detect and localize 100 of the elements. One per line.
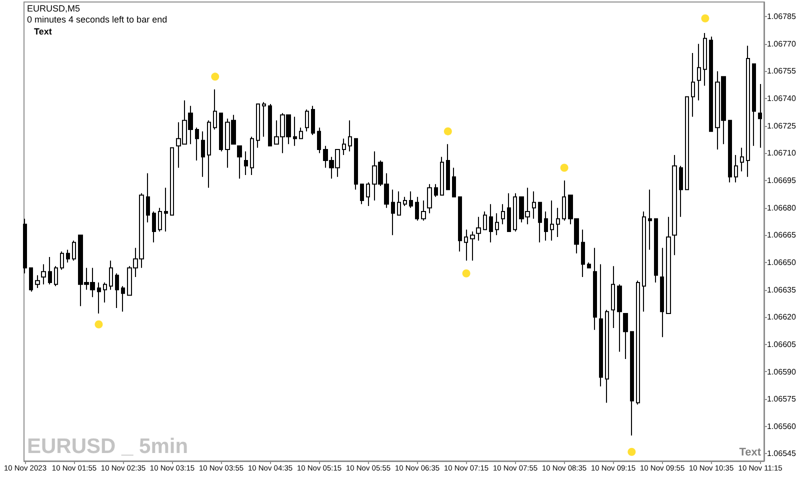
candlestick: [654, 218, 658, 283]
candlestick: [317, 127, 321, 154]
candlestick: [685, 96, 689, 190]
candlestick: [581, 229, 585, 278]
candlestick: [268, 104, 272, 146]
candlestick: [348, 120, 352, 152]
candlestick: [207, 120, 211, 188]
point: [628, 448, 636, 456]
candlestick: [538, 202, 542, 243]
candlestick: [630, 331, 634, 436]
candlestick: [752, 63, 756, 146]
candlestick: [672, 154, 677, 256]
candlestick: [115, 272, 119, 308]
y-tick-label: 1.06650: [767, 258, 796, 267]
candlestick: [507, 192, 511, 232]
candlestick: [342, 138, 346, 156]
y-tick-label: 1.06665: [767, 230, 796, 240]
candlestick: [513, 192, 517, 232]
candlestick: [740, 147, 744, 172]
point: [94, 320, 103, 328]
candlestick: [434, 184, 438, 198]
candlestick: [360, 184, 364, 205]
y-tick-label: 1.06695: [767, 176, 796, 185]
y-tick-label: 1.06740: [767, 94, 796, 104]
candlestick: [703, 32, 707, 86]
candlestick: [35, 274, 40, 288]
candlestick: [237, 145, 242, 180]
candlestick: [617, 284, 622, 352]
candlestick: [152, 210, 156, 243]
candlestick: [679, 165, 683, 218]
candlestick: [446, 144, 450, 190]
candlestick: [54, 266, 58, 287]
candlestick: [60, 251, 64, 270]
candlestick: [146, 172, 150, 223]
candlestick: [72, 240, 76, 262]
candlestick: [256, 104, 260, 148]
point: [560, 164, 568, 172]
y-tick-label: 1.06560: [767, 422, 796, 431]
candlestick: [642, 210, 646, 312]
annotation: Text: [34, 26, 52, 36]
candlestick: [23, 218, 27, 274]
annotation: Text: [739, 446, 762, 458]
y-tick-label: 1.06755: [767, 66, 796, 76]
candlestick: [691, 52, 695, 118]
candlestick: [452, 167, 456, 198]
y-tick-label: 1.06545: [767, 449, 796, 458]
candlestick: [476, 216, 481, 242]
candlestick: [599, 264, 603, 387]
candlestick: [495, 212, 499, 236]
candlestick: [464, 229, 468, 262]
candlestick: [195, 127, 199, 161]
candlestick: [97, 282, 101, 314]
candlestick: [611, 266, 615, 329]
candlestick: [734, 154, 738, 183]
candlestick: [623, 312, 628, 360]
candlestick: [66, 249, 70, 263]
candlestick: [403, 196, 407, 206]
candlestick: [121, 286, 125, 312]
candlestick: [29, 267, 33, 292]
candlestick: [666, 216, 671, 314]
candlestick: [470, 231, 475, 262]
candlestick: [709, 36, 713, 132]
candlestick: [501, 204, 505, 225]
y-tick-label: 1.06575: [767, 394, 796, 404]
candlestick: [544, 210, 548, 242]
text: 0 minutes 4 seconds left to bar end: [27, 14, 168, 24]
candlestick: [758, 83, 762, 148]
candlestick: [550, 200, 554, 242]
y-tick-label: 1.06680: [767, 203, 796, 212]
candlestick: [728, 120, 732, 183]
candlestick: [305, 108, 309, 132]
candlestick: [660, 247, 664, 338]
y-tick-label: 1.06590: [767, 367, 796, 376]
point: [462, 269, 470, 278]
y-tick-label: 1.06725: [767, 121, 796, 130]
candlestick: [427, 184, 432, 214]
candlestick: [489, 204, 493, 243]
candlestick: [170, 147, 174, 216]
candlestick: [299, 127, 303, 140]
candlestick: [354, 138, 358, 190]
candlestick: [605, 309, 609, 404]
candlestick: [593, 247, 597, 330]
candlestick: [746, 45, 750, 178]
candlestick: [483, 210, 487, 230]
candlestick: [109, 260, 113, 290]
y-tick-label: 1.06785: [767, 12, 796, 22]
y-tick-label: 1.06605: [767, 340, 796, 349]
candlestick: [366, 182, 370, 206]
candlestick: [244, 150, 248, 176]
candlestick: [41, 264, 46, 285]
candlestick: [587, 262, 591, 268]
candlestick: [648, 189, 652, 250]
candlestick: [164, 187, 168, 232]
candlestick: [158, 207, 162, 232]
y-tick-label: 1.06635: [767, 285, 796, 294]
point: [211, 72, 220, 81]
candlestick: [421, 200, 426, 222]
y-tick-label: 1.06620: [767, 312, 796, 322]
candlestick: [262, 102, 266, 138]
candlestick: [409, 190, 413, 208]
